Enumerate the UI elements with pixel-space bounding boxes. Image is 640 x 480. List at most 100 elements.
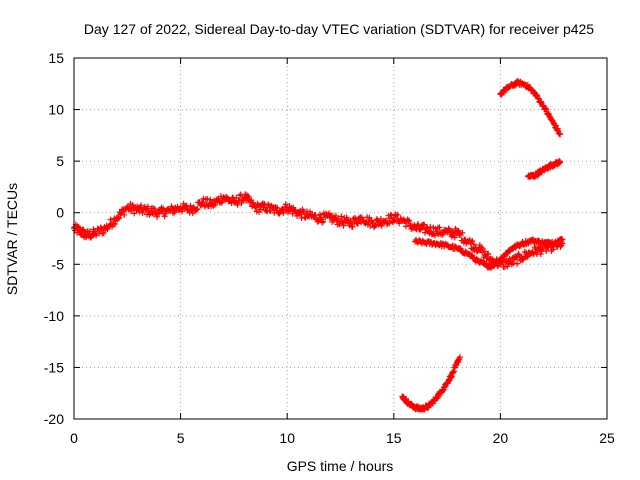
x-tick-label: 25 [599,430,615,446]
plot-frame [73,57,608,420]
data-point [377,215,384,222]
y-tick-label: 0 [56,205,64,221]
data-point [319,219,326,226]
data-point [451,234,458,241]
data-point [355,220,362,227]
data-point [187,202,194,209]
data-point [131,210,138,217]
axis-ticks [73,57,608,420]
data-point [514,260,521,267]
data-point [162,210,169,217]
y-axis-label: SDTVAR / TECUs [4,183,20,295]
data-point [481,248,488,255]
data-point [151,206,158,213]
data-point [450,369,457,376]
data-point [507,258,514,265]
data-point [196,199,203,206]
data-point [340,222,347,229]
data-point [427,223,434,230]
data-point [234,201,241,208]
data-point [367,217,374,224]
data-point [539,246,546,253]
data-point [245,193,252,200]
x-tick-label: 15 [386,430,402,446]
data-point [530,88,537,95]
data-point [307,208,314,215]
data-point [394,211,401,218]
data-point [115,215,122,222]
data-point [421,221,428,228]
data-point [314,218,321,225]
y-tick-label: -10 [44,308,64,324]
data-point [121,211,128,218]
data-point [415,221,422,228]
x-tick-label: 10 [279,430,295,446]
y-tick-label: 15 [48,50,64,66]
data-point [406,217,413,224]
data-point [349,223,356,230]
data-point [154,211,161,218]
data-points [71,78,566,413]
data-point [512,82,519,89]
data-point [265,201,272,208]
data-point [142,206,149,213]
data-point [552,122,559,129]
data-point [524,254,531,261]
data-point [352,216,359,223]
x-tick-label: 5 [177,430,185,446]
data-point [211,201,218,208]
data-point [139,209,146,216]
data-point [100,230,107,237]
data-point [338,213,345,220]
data-point [474,248,481,255]
data-point [516,252,523,259]
data-point [236,192,243,199]
data-point [257,206,264,213]
data-point [456,355,463,362]
data-point [422,229,429,236]
data-point [107,216,114,223]
data-point [233,194,240,201]
data-point [537,251,544,258]
data-point [383,217,390,224]
tick-labels: 0 5 10 15 20 25 -20 -15 -10 -5 0 5 10 15 [44,50,615,446]
data-point [470,241,477,248]
data-point [153,213,160,220]
x-tick-label: 0 [70,430,78,446]
y-tick-label: -5 [52,256,65,272]
y-tick-label: -15 [44,359,64,375]
y-tick-label: 5 [56,153,64,169]
data-point [194,205,201,212]
data-point [485,250,492,257]
data-point [469,238,476,245]
y-tick-label: -20 [44,411,64,427]
data-point [112,220,119,227]
data-point [558,237,565,244]
data-point [281,204,288,211]
chart-title: Day 127 of 2022, Sidereal Day-to-day VTE… [84,21,594,37]
data-point [138,202,145,209]
data-point [436,224,443,231]
data-point [326,210,333,217]
data-point [558,236,565,243]
data-point [357,214,364,221]
data-point [144,203,151,210]
x-axis-label: GPS time / hours [287,458,394,474]
data-point [319,218,326,225]
data-point [543,247,550,254]
data-point [372,222,379,229]
x-tick-label: 20 [493,430,509,446]
data-point [185,206,192,213]
data-point [204,195,211,202]
data-point [556,158,563,165]
data-point [217,193,224,200]
data-point [386,220,393,227]
data-point [459,229,466,236]
data-point [542,105,549,112]
data-point [558,242,565,249]
data-point [510,260,517,267]
data-point [347,217,354,224]
data-point [294,212,301,219]
data-point [274,204,281,211]
